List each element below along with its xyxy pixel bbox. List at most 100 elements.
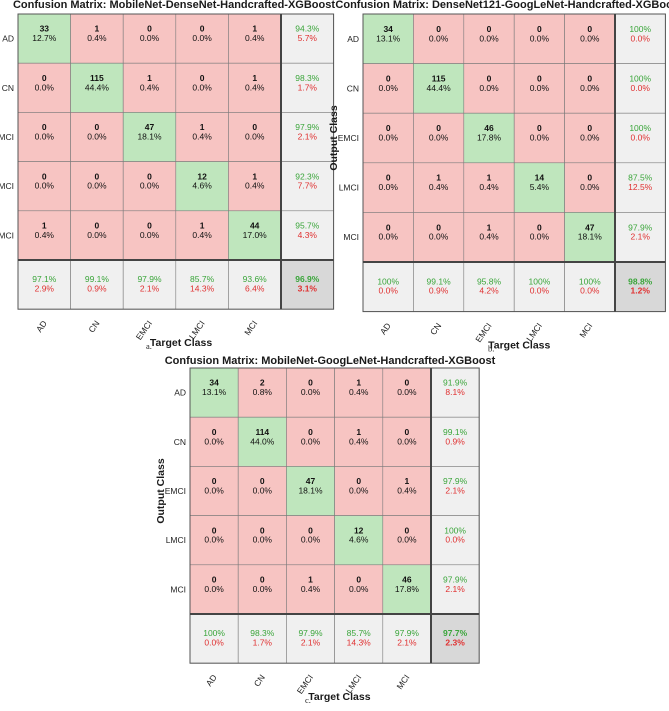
y-axis-title: Output Class <box>328 105 340 170</box>
row-summary-cell <box>280 62 334 113</box>
column-error: 2.1% <box>140 283 160 293</box>
column-error: 0.0% <box>379 286 399 296</box>
x-tick-label: CN <box>252 673 267 689</box>
subfigure-label: c. <box>305 695 311 705</box>
matrix-cell <box>175 210 229 261</box>
cell-count: 0 <box>487 73 492 83</box>
matrix-cell <box>286 367 335 418</box>
row-precision: 100% <box>629 123 651 133</box>
cell-count: 1 <box>436 173 441 183</box>
matrix-cell <box>189 564 239 615</box>
column-summary-cell <box>382 613 432 664</box>
cell-percent: 44.0% <box>250 436 275 446</box>
cell-percent: 17.8% <box>477 132 502 142</box>
cell-count: 0 <box>587 24 592 34</box>
matrix-cell <box>175 161 229 212</box>
cell-count: 115 <box>432 73 446 83</box>
cell-percent: 0.0% <box>204 535 224 545</box>
cell-percent: 4.6% <box>192 181 212 191</box>
cell-count: 0 <box>95 171 100 181</box>
cell-percent: 0.0% <box>580 33 600 43</box>
cell-count: 0 <box>436 222 441 232</box>
row-error: 2.1% <box>298 131 318 141</box>
column-recall: 93.6% <box>243 274 268 284</box>
overall-accuracy: 96.9% <box>295 274 320 284</box>
column-recall: 99.1% <box>85 274 110 284</box>
cell-percent: 0.4% <box>245 33 265 43</box>
column-error: 1.7% <box>253 637 273 647</box>
cell-percent: 44.4% <box>427 83 452 93</box>
overall-error: 2.3% <box>445 637 465 647</box>
cell-percent: 0.0% <box>580 83 600 93</box>
overall-accuracy-cell <box>280 259 334 310</box>
overall-accuracy-cell <box>614 261 666 312</box>
cell-count: 12 <box>354 525 364 535</box>
cell-count: 44 <box>250 221 260 231</box>
cell-count: 1 <box>252 73 257 83</box>
cell-percent: 0.0% <box>580 132 600 142</box>
column-recall: 100% <box>377 276 399 286</box>
cell-percent: 0.4% <box>192 230 212 240</box>
matrix-cell <box>228 112 282 162</box>
row-summary-cell <box>280 161 334 212</box>
cell-percent: 0.0% <box>140 33 160 43</box>
row-precision: 97.9% <box>443 575 468 585</box>
row-error: 4.3% <box>298 230 318 240</box>
cell-count: 34 <box>209 378 219 388</box>
matrix-cell <box>382 564 432 615</box>
matrix-cell <box>513 112 565 164</box>
cell-count: 0 <box>537 123 542 133</box>
matrix-cell <box>286 515 335 566</box>
matrix-cell <box>237 515 287 566</box>
cell-percent: 0.0% <box>429 33 449 43</box>
cell-count: 1 <box>95 24 100 34</box>
column-error: 0.9% <box>429 286 449 296</box>
y-tick-label: MCI <box>0 230 14 240</box>
cell-count: 0 <box>147 24 152 34</box>
row-error: 5.7% <box>298 33 318 43</box>
column-summary-cell <box>228 259 282 310</box>
row-precision: 98.3% <box>295 73 320 83</box>
row-summary-cell <box>280 13 334 64</box>
x-tick-label: CN <box>428 321 443 337</box>
row-error: 12.5% <box>628 182 653 192</box>
column-recall: 85.7% <box>347 628 372 638</box>
column-recall: 97.9% <box>395 628 420 638</box>
cell-percent: 0.0% <box>530 83 550 93</box>
row-error: 0.0% <box>631 132 651 142</box>
matrix-cell <box>382 515 432 566</box>
y-tick-label: LMCI <box>166 535 186 545</box>
cell-count: 0 <box>42 73 47 83</box>
cell-percent: 13.1% <box>202 387 227 397</box>
cell-count: 0 <box>95 122 100 132</box>
cell-percent: 4.6% <box>349 535 369 545</box>
x-tick-label: MCI <box>577 321 594 340</box>
column-error: 4.2% <box>479 286 499 296</box>
cell-percent: 0.4% <box>479 232 499 242</box>
cell-percent: 0.4% <box>479 182 499 192</box>
x-axis-title: Target Class <box>150 337 212 349</box>
matrix-cell <box>513 162 565 213</box>
cell-percent: 18.1% <box>298 485 323 495</box>
cell-count: 0 <box>42 171 47 181</box>
matrix-cell <box>382 466 432 516</box>
column-recall: 100% <box>529 276 551 286</box>
cell-percent: 0.4% <box>35 230 55 240</box>
cell-count: 0 <box>212 525 217 535</box>
confusion-matrix-1: Confusion Matrix: MobileNet-DenseNet-Han… <box>0 0 335 351</box>
row-summary-cell <box>614 13 666 64</box>
matrix-cell <box>70 210 124 261</box>
cell-percent: 0.0% <box>530 33 550 43</box>
cell-percent: 0.0% <box>429 132 449 142</box>
cell-count: 0 <box>147 171 152 181</box>
column-recall: 95.8% <box>477 276 502 286</box>
matrix-cell <box>237 367 287 418</box>
row-summary-cell <box>430 466 480 516</box>
cell-count: 0 <box>356 476 361 486</box>
column-recall: 97.9% <box>137 274 162 284</box>
cell-percent: 0.0% <box>140 230 160 240</box>
matrix-cell <box>228 161 282 212</box>
matrix-cell <box>122 210 177 261</box>
cell-percent: 12.7% <box>32 33 57 43</box>
cell-percent: 0.0% <box>379 182 399 192</box>
